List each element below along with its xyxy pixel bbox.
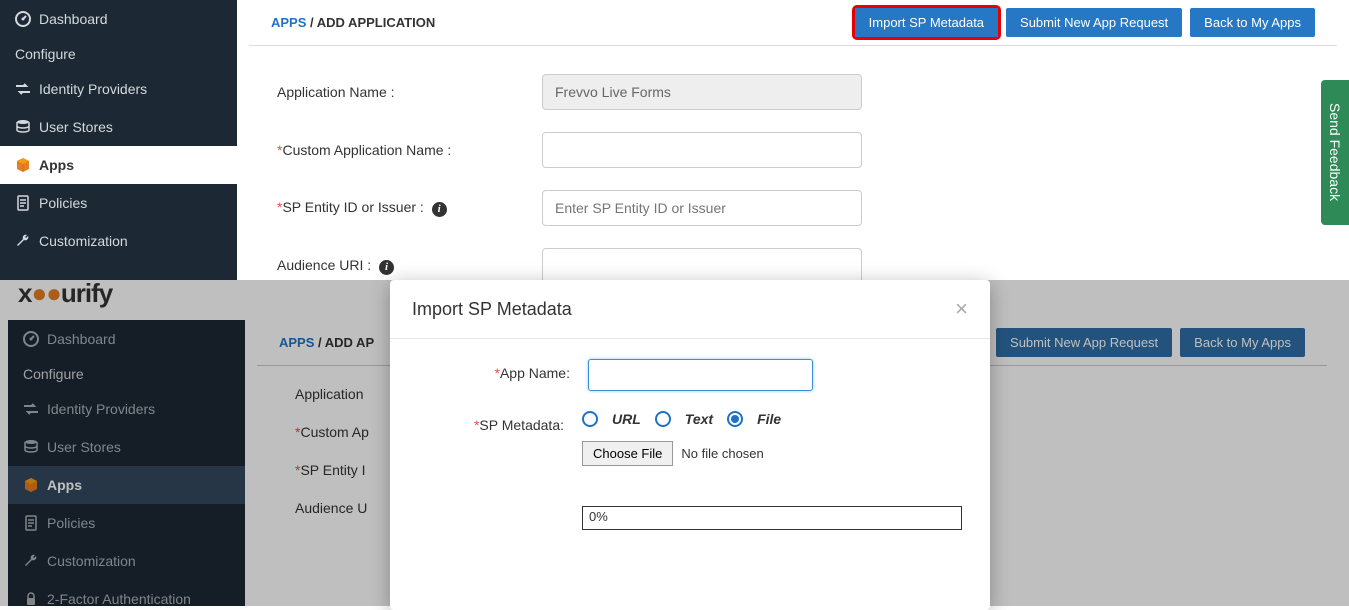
breadcrumb-current: ADD AP	[325, 335, 374, 350]
sidebar-item-label: User Stores	[39, 119, 113, 135]
modal-row-sp-metadata: *SP Metadata: URL Text File Choose File …	[418, 411, 962, 530]
dashboard-icon	[23, 331, 47, 347]
sidebar-item-apps[interactable]: Apps	[0, 146, 237, 184]
back-to-apps-button[interactable]: Back to My Apps	[1190, 8, 1315, 37]
modal-row-app-name: *App Name:	[418, 359, 962, 391]
custom-name-label: *Custom Application Name :	[277, 142, 542, 158]
close-icon[interactable]: ×	[955, 298, 968, 320]
breadcrumb: APPS / ADD AP	[279, 335, 374, 350]
sp-entity-input[interactable]	[542, 190, 862, 226]
sidebar-item-dashboard[interactable]: Dashboard	[8, 320, 245, 358]
sidebar-item-user-stores[interactable]: User Stores	[0, 108, 237, 146]
no-file-chosen-label: No file chosen	[681, 446, 763, 461]
sidebar-item-customization[interactable]: Customization	[8, 542, 245, 580]
wrench-icon	[15, 233, 39, 249]
audience-input[interactable]	[542, 248, 862, 284]
sidebar-item-label: Customization	[39, 233, 128, 249]
sidebar-item-apps[interactable]: Apps	[8, 466, 245, 504]
choose-file-button[interactable]: Choose File	[582, 441, 673, 466]
info-icon[interactable]: i	[432, 202, 447, 217]
app-name-input	[542, 74, 862, 110]
sidebar-top: Dashboard Configure Identity Providers U…	[0, 0, 237, 280]
modal-body: *App Name: *SP Metadata: URL Text File C…	[390, 339, 990, 570]
modal-app-name-input[interactable]	[588, 359, 813, 391]
sidebar-item-label: Apps	[39, 157, 74, 173]
document-icon	[23, 515, 47, 531]
modal-title: Import SP Metadata	[412, 299, 572, 320]
sidebar-item-label: Dashboard	[39, 11, 108, 27]
sidebar-item-dashboard[interactable]: Dashboard	[0, 0, 237, 38]
sidebar-item-policies[interactable]: Policies	[0, 184, 237, 222]
submit-new-app-button[interactable]: Submit New App Request	[1006, 8, 1182, 37]
exchange-icon	[15, 81, 39, 97]
dashboard-icon	[15, 11, 39, 27]
logo: x●●urify	[18, 280, 112, 309]
upload-progress: 0%	[582, 506, 962, 530]
wrench-icon	[23, 553, 47, 569]
sidebar-item-label: User Stores	[47, 439, 121, 455]
import-sp-metadata-button[interactable]: Import SP Metadata	[855, 8, 998, 37]
database-icon	[23, 439, 47, 455]
back-to-apps-button[interactable]: Back to My Apps	[1180, 328, 1305, 357]
breadcrumb: APPS / ADD APPLICATION	[271, 15, 435, 30]
modal-app-name-label: *App Name:	[418, 359, 588, 381]
main-header-top: APPS / ADD APPLICATION Import SP Metadat…	[249, 0, 1337, 46]
sidebar-section-configure: Configure	[0, 38, 237, 70]
sidebar-item-label: Customization	[47, 553, 136, 569]
form-row-sp-entity: *SP Entity ID or Issuer : i	[277, 190, 1309, 226]
sp-entity-label: *SP Entity ID or Issuer : i	[277, 199, 542, 217]
sidebar-bottom: Dashboard Configure Identity Providers U…	[8, 320, 245, 606]
radio-url[interactable]	[582, 411, 598, 427]
import-sp-metadata-modal: Import SP Metadata × *App Name: *SP Meta…	[390, 280, 990, 610]
file-chooser-row: Choose File No file chosen	[582, 441, 962, 466]
sidebar-item-label: Identity Providers	[47, 401, 155, 417]
sidebar-item-label: Policies	[39, 195, 87, 211]
sidebar-item-customization[interactable]: Customization	[0, 222, 237, 260]
main-top: APPS / ADD APPLICATION Import SP Metadat…	[237, 0, 1349, 280]
form-row-custom-name: *Custom Application Name :	[277, 132, 1309, 168]
sidebar-item-identity-providers[interactable]: Identity Providers	[8, 390, 245, 428]
custom-name-input[interactable]	[542, 132, 862, 168]
database-icon	[15, 119, 39, 135]
header-buttons: ata Submit New App Request Back to My Ap…	[942, 328, 1305, 357]
breadcrumb-apps[interactable]: APPS	[279, 335, 314, 350]
modal-sp-metadata-label: *SP Metadata:	[418, 411, 582, 433]
form-row-audience: Audience URI : i	[277, 248, 1309, 284]
sidebar-item-label: Policies	[47, 515, 95, 531]
cube-icon	[15, 157, 39, 173]
lock-icon	[23, 591, 47, 606]
submit-new-app-button[interactable]: Submit New App Request	[996, 328, 1172, 357]
sidebar-item-2fa[interactable]: 2-Factor Authentication	[8, 580, 245, 606]
breadcrumb-current: ADD APPLICATION	[317, 15, 435, 30]
sidebar-item-policies[interactable]: Policies	[8, 504, 245, 542]
sidebar-item-label: Apps	[47, 477, 82, 493]
sidebar-item-label: Dashboard	[47, 331, 116, 347]
sidebar-item-user-stores[interactable]: User Stores	[8, 428, 245, 466]
sidebar-item-identity-providers[interactable]: Identity Providers	[0, 70, 237, 108]
app-name-label: Application Name :	[277, 84, 542, 100]
form-row-app-name: Application Name :	[277, 74, 1309, 110]
send-feedback-tab[interactable]: Send Feedback	[1321, 80, 1349, 225]
panel-top: Dashboard Configure Identity Providers U…	[0, 0, 1349, 280]
sidebar-item-label: Identity Providers	[39, 81, 147, 97]
panel-bottom: x●●urify Dashboard Configure Identity Pr…	[0, 280, 1349, 606]
cube-icon	[23, 477, 47, 493]
sidebar-section-configure: Configure	[8, 358, 245, 390]
exchange-icon	[23, 401, 47, 417]
radio-text[interactable]	[655, 411, 671, 427]
sp-metadata-radio-group: URL Text File	[582, 411, 962, 427]
header-buttons: Import SP Metadata Submit New App Reques…	[855, 8, 1315, 37]
sidebar-item-label: 2-Factor Authentication	[47, 591, 191, 606]
audience-label: Audience URI : i	[277, 257, 542, 275]
info-icon[interactable]: i	[379, 260, 394, 275]
breadcrumb-apps[interactable]: APPS	[271, 15, 306, 30]
radio-file[interactable]	[727, 411, 743, 427]
modal-header: Import SP Metadata ×	[390, 280, 990, 339]
document-icon	[15, 195, 39, 211]
